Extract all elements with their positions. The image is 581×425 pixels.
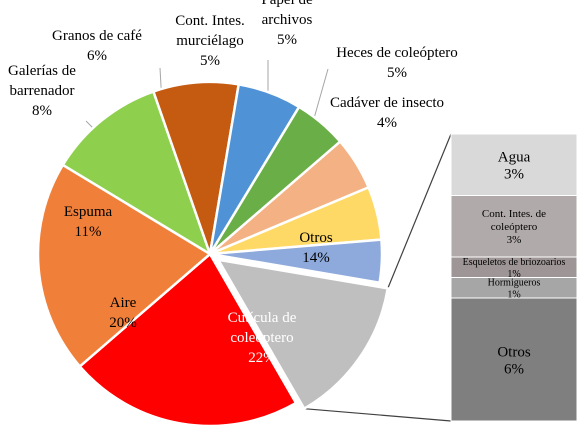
main-pie: [36, 80, 390, 425]
bar-label-agua: Agua 3%: [498, 150, 531, 183]
data-label-galerias-de-barrenador: Galerías de barrenador 8%: [8, 63, 76, 119]
data-label-cuticula-de-coleoptero: Cutícula de coleóptero 22%: [228, 310, 297, 366]
data-label-otros: Otros 14%: [299, 230, 332, 266]
bar-segment-otros: [450, 297, 578, 422]
data-label-granos-de-cafe: Granos de café 6%: [52, 28, 142, 64]
data-label-cadaver-de-insecto: Cadáver de insecto 4%: [330, 95, 444, 131]
data-labels: Cutícula de coleóptero 22% Aire 20% Espuma 11%…: [8, 0, 565, 377]
connector-line-top: [387, 133, 452, 289]
bar-label-hormigueros: Hormigueros 1%: [488, 277, 541, 300]
bar-label-esqueletos-de-briozoarios: Esqueletos de briozoarios 1%: [463, 257, 566, 280]
bar-label-cont-intes-de-coleoptero: Cont. Intes. de coleóptero 3%: [482, 208, 546, 246]
pie-slice-cuticula-de-coleoptero: [78, 252, 298, 425]
breakdown-bar: [450, 133, 578, 422]
connector-lines: [304, 133, 452, 422]
pie-slice-aire: [36, 163, 213, 369]
bar-segment-agua: [450, 133, 578, 196]
connector-line-bottom: [304, 408, 452, 422]
pie-slice-cadaver-de-insecto: [209, 238, 384, 285]
data-label-heces-de-coleoptero: Heces de coleóptero 5%: [336, 45, 458, 81]
data-label-espuma: Espuma 11%: [64, 204, 113, 240]
data-label-cont-intes-murcielago: Cont. Intes. murciélago 5%: [175, 13, 245, 69]
pie-slice-espuma: [61, 89, 213, 257]
data-label-aire: Aire 20%: [109, 295, 137, 331]
bar-segment-cont-intes-de-coleoptero: [450, 195, 578, 258]
pie-slice-otros: [215, 258, 390, 411]
bar-label-otros: Otros 6%: [497, 344, 530, 377]
data-label-papel-de-archivos: Papel de archivos 5%: [261, 0, 313, 48]
